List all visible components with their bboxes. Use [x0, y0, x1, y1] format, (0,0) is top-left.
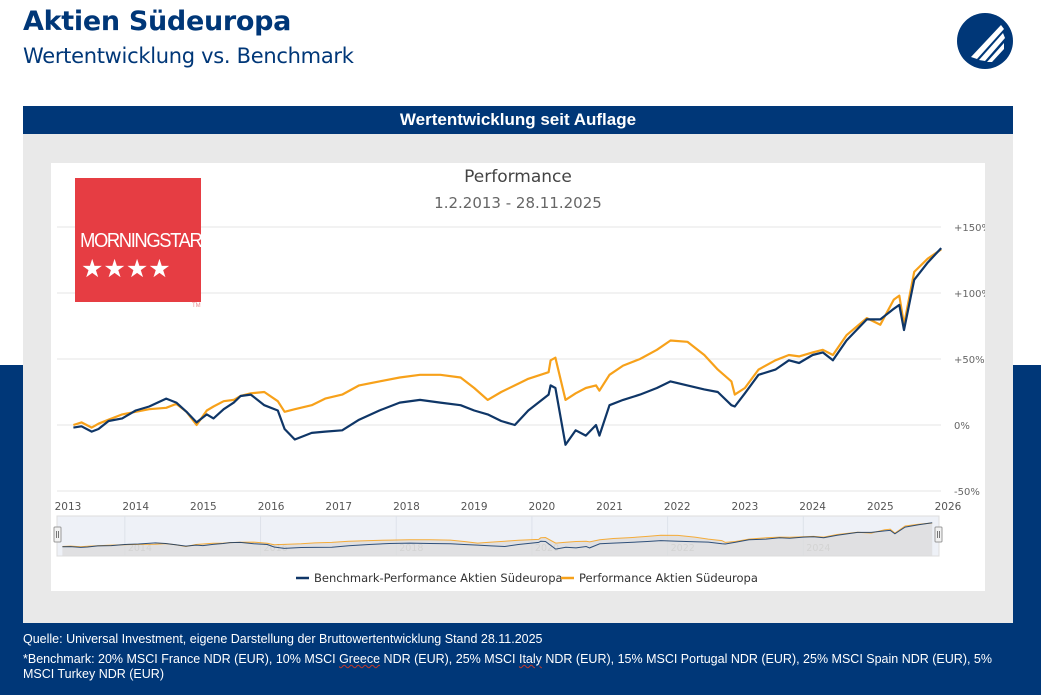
chart-subtitle: 1.2.2013 - 28.11.2025	[434, 194, 602, 212]
navigator-right-handle[interactable]	[934, 526, 943, 543]
star-rating-icon: ★★★★	[81, 255, 171, 283]
benchmark-note-greece: Greece	[339, 652, 381, 666]
morningstar-rating-badge: MORNINGSTAR ★★★★	[75, 178, 203, 302]
x-tick-label: 2022	[664, 501, 691, 513]
benchmark-series-line	[73, 247, 943, 446]
x-tick-label: 2019	[461, 501, 488, 513]
y-tick-label: -50%	[954, 487, 980, 498]
x-tick-label: 2015	[190, 501, 217, 513]
legend-fund-label[interactable]: Performance Aktien Südeuropa	[579, 571, 758, 585]
page-title: Aktien Südeuropa	[23, 6, 292, 37]
panel-header: Wertentwicklung seit Auflage	[23, 106, 1013, 134]
chart-card: +150% +100% +50% 0% -50% 2013 2014 2015 2016 2017…	[51, 163, 985, 591]
x-tick-label: 2017	[325, 501, 352, 513]
x-tick-label: 2024	[799, 501, 826, 513]
chart-title: Performance	[464, 167, 572, 187]
x-tick-label: 2020	[528, 501, 555, 513]
x-tick-label: 2014	[122, 501, 149, 513]
x-tick-label: 2016	[258, 501, 285, 513]
y-tick-label: 0%	[954, 421, 970, 432]
x-tick-label: 2018	[393, 501, 420, 513]
morningstar-wordmark: MORNINGSTAR	[80, 230, 203, 252]
legend-benchmark-label[interactable]: Benchmark-Performance Aktien Südeuropa	[314, 571, 563, 585]
x-tick-label: 2013	[55, 501, 82, 513]
benchmark-note: *Benchmark: 20% MSCI France NDR (EUR), 1…	[23, 652, 1013, 682]
benchmark-note-part: *Benchmark: 20% MSCI France NDR (EUR), 1…	[23, 652, 340, 666]
navigator-left-handle[interactable]	[53, 526, 62, 543]
y-tick-label: +150%	[954, 223, 985, 234]
y-tick-label: +50%	[954, 355, 985, 366]
x-tick-label: 2026	[935, 501, 962, 513]
performance-panel: Wertentwicklung seit Auflage +150%+100%+…	[23, 106, 1013, 623]
page-subtitle: Wertentwicklung vs. Benchmark	[23, 44, 354, 68]
y-tick-label: +100%	[954, 289, 985, 300]
source-note: Quelle: Universal Investment, eigene Dar…	[23, 632, 543, 646]
x-tick-label: 2025	[867, 501, 894, 513]
benchmark-note-italy: Italy	[518, 652, 542, 666]
benchmark-note-part: NDR (EUR), 25% MSCI	[380, 652, 519, 666]
fund-series-line	[73, 248, 942, 429]
navigator-benchmark-line	[62, 522, 933, 550]
trademark-label: TM	[192, 303, 201, 309]
benchmark-note-part: NDR (EUR), 15% MSCI Portugal NDR (EUR), …	[23, 652, 992, 681]
x-tick-label: 2021	[596, 501, 623, 513]
performance-chart: +150% +100% +50% 0% -50% 2013 2014 2015 2016 2017…	[53, 223, 985, 585]
company-logo-icon	[957, 13, 1013, 69]
x-tick-label: 2023	[732, 501, 759, 513]
